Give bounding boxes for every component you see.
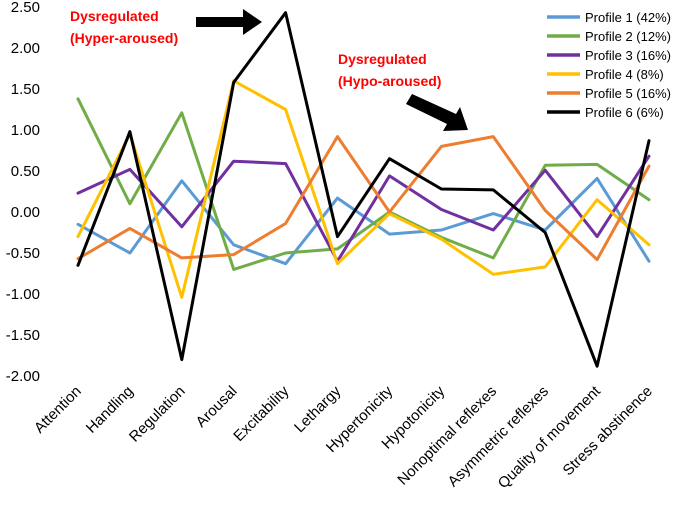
y-tick-label: -2.00	[6, 368, 40, 385]
legend-label: Profile 2 (12%)	[585, 29, 671, 44]
x-tick-label: Quality of movement	[495, 382, 605, 492]
arrow-hypo-icon	[406, 94, 468, 131]
arrow-hyper-icon	[196, 9, 262, 35]
legend-label: Profile 6 (6%)	[585, 105, 664, 120]
y-tick-label: 2.00	[11, 40, 40, 57]
y-tick-label: 0.50	[11, 163, 40, 180]
series-line-profile-2	[76, 97, 651, 271]
x-tick-label: Lethargy	[291, 382, 345, 436]
y-tick-label: -1.00	[6, 286, 40, 303]
series-lines	[76, 11, 651, 368]
y-tick-label: -0.50	[6, 245, 40, 262]
series-line-profile-6	[76, 11, 651, 368]
y-tick-label: 2.50	[11, 0, 40, 16]
series-line-profile-5	[76, 135, 651, 262]
y-tick-label: -1.50	[6, 327, 40, 344]
annotations: Dysregulated (Hyper-aroused) Dysregulate…	[70, 8, 468, 131]
x-tick-label: Nonoptimal reflexes	[394, 383, 500, 489]
x-tick-label: Attention	[31, 383, 85, 437]
annotation-hypo-line2: (Hypo-aroused)	[338, 73, 441, 89]
y-tick-label: 1.50	[11, 81, 40, 98]
legend-label: Profile 1 (42%)	[585, 10, 671, 25]
x-tick-label: Stress abstinence	[560, 383, 656, 479]
x-tick-label: Regulation	[126, 383, 189, 446]
x-tick-label: Asymmetric reflexes	[445, 383, 553, 491]
series-line-profile-3	[76, 154, 651, 263]
legend-label: Profile 4 (8%)	[585, 67, 664, 82]
x-tick-label: Handling	[83, 383, 137, 437]
x-tick-label: Excitability	[230, 382, 292, 444]
y-tick-label: 0.00	[11, 204, 40, 221]
annotation-hypo-line1: Dysregulated	[338, 51, 427, 67]
legend-label: Profile 5 (16%)	[585, 86, 671, 101]
y-axis-ticks: -2.00 -1.50 -1.00 -0.50 0.00 0.50 1.00 1.50 2.00…	[6, 0, 40, 385]
x-tick-label: Arousal	[193, 383, 241, 431]
legend: Profile 1 (42%) Profile 2 (12%) Profile 3 …	[547, 10, 671, 120]
annotation-hyper-line2: (Hyper-aroused)	[70, 30, 178, 46]
annotation-hyper-line1: Dysregulated	[70, 8, 159, 24]
y-tick-label: 1.00	[11, 122, 40, 139]
legend-label: Profile 3 (16%)	[585, 48, 671, 63]
